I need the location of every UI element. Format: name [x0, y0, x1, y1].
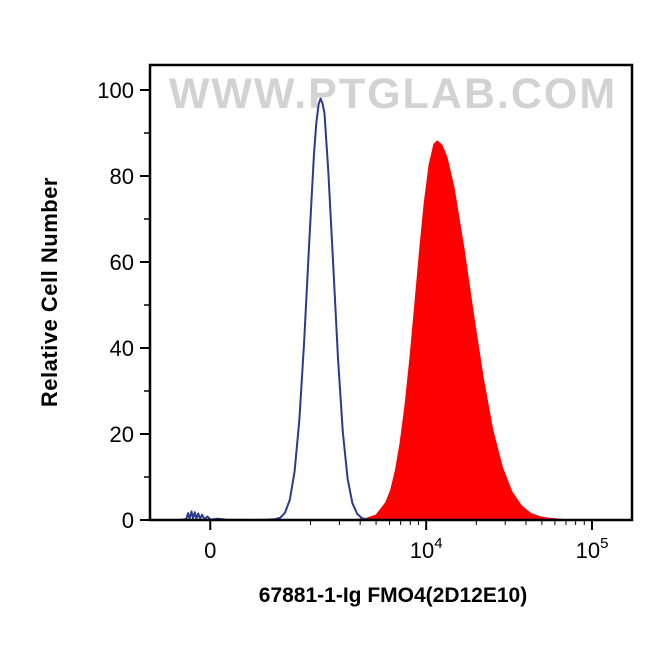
- watermark: WWW.PTGLAB.COM: [168, 70, 618, 118]
- y-tick-label: 40: [110, 336, 134, 361]
- x-axis-title: 67881-1-Ig FMO4(2D12E10): [258, 584, 528, 607]
- y-axis-title-wrap: Relative Cell Number: [30, 65, 70, 520]
- x-tick-label: 105: [576, 535, 609, 563]
- x-tick-label: 0: [204, 538, 216, 563]
- series-filled-histogram: [353, 140, 566, 521]
- y-axis-title: Relative Cell Number: [37, 177, 62, 408]
- plot-frame: [148, 63, 634, 522]
- y-tick-label: 100: [97, 78, 134, 103]
- series-open-histogram: [150, 97, 377, 521]
- y-tick-label: 0: [122, 508, 134, 533]
- y-tick-label: 80: [110, 164, 134, 189]
- x-tick-label: 104: [410, 535, 443, 563]
- y-tick-label: 20: [110, 422, 134, 447]
- y-tick-label: 60: [110, 250, 134, 275]
